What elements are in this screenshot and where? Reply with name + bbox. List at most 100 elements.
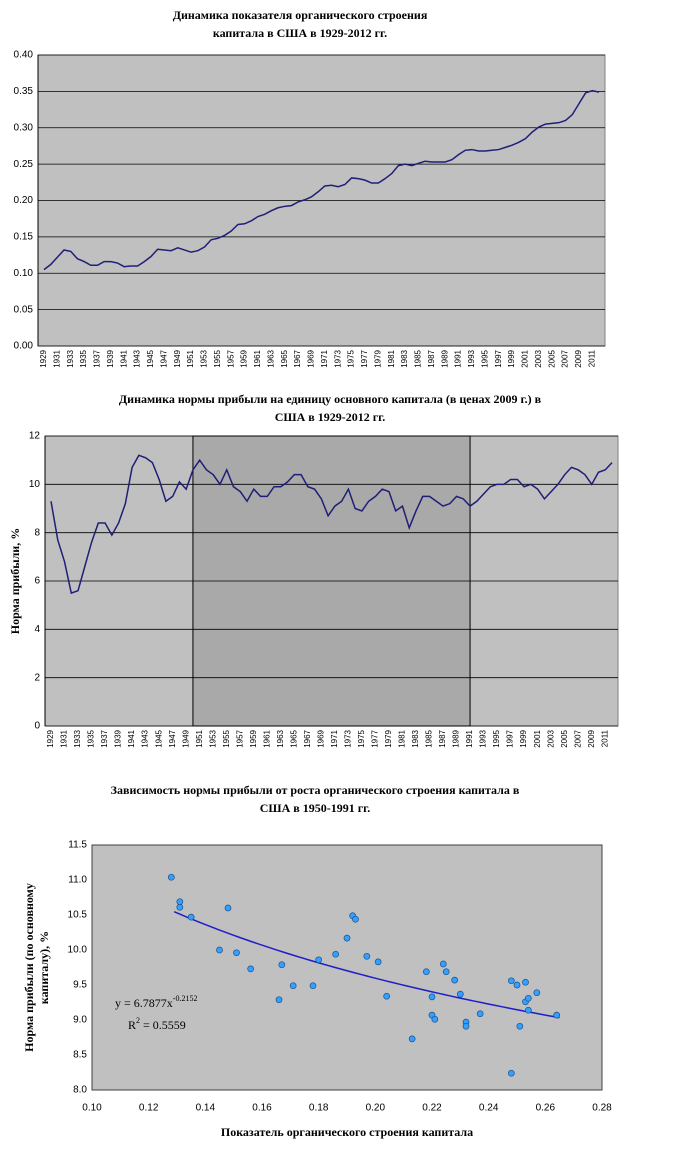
- trendline: [173, 911, 560, 1019]
- plot-area: [91, 844, 603, 1091]
- y-tick-label: 8.0: [73, 1085, 87, 1096]
- y-tick-label: 10: [29, 479, 41, 490]
- x-tick-label: 1997: [494, 349, 503, 367]
- scatter-point: [374, 958, 382, 966]
- y-tick-label: 8.5: [73, 1050, 87, 1061]
- y-tick-label: 11.0: [68, 875, 87, 886]
- y-axis-label: Норма прибыли (по основному: [22, 883, 36, 1052]
- y-tick-label: 9.0: [73, 1015, 87, 1026]
- x-tick-label: 0.20: [366, 1103, 386, 1114]
- x-tick-label: 1943: [133, 349, 142, 367]
- x-tick-label: 1935: [79, 349, 88, 367]
- x-tick-label: 1977: [371, 729, 380, 747]
- x-tick-label: 1933: [66, 349, 75, 367]
- r-squared: R2 = 0.5559: [128, 1016, 186, 1032]
- x-tick-label: 2005: [560, 729, 569, 747]
- x-tick-label: 1939: [106, 349, 115, 367]
- x-tick-label: 1965: [280, 349, 289, 367]
- r-squared-label: R: [128, 1018, 136, 1032]
- scatter-point: [383, 992, 391, 1000]
- scatter-point: [247, 965, 255, 973]
- y-tick-label: 10.0: [68, 945, 88, 956]
- x-tick-label: 1981: [387, 349, 396, 367]
- scatter-point: [553, 1011, 561, 1019]
- x-tick-label: 2003: [546, 729, 555, 747]
- x-tick-label: 1967: [303, 729, 312, 747]
- x-tick-label: 0.28: [592, 1103, 612, 1114]
- chart-title: Динамика показателя органического строен…: [173, 8, 428, 22]
- scatter-point: [507, 977, 515, 985]
- scatter-point: [439, 960, 447, 968]
- x-tick-label: 1959: [240, 349, 249, 367]
- scatter-point: [176, 898, 184, 906]
- scatter-point: [516, 1022, 524, 1030]
- x-tick-label: 1989: [440, 349, 449, 367]
- x-tick-label: 2005: [547, 349, 556, 367]
- equation: y = 6.7877x-0.2152: [115, 994, 197, 1010]
- x-tick-label: 1957: [235, 729, 244, 747]
- x-tick-label: 0.10: [82, 1103, 102, 1114]
- y-axis-label: капиталу), %: [37, 931, 51, 1004]
- x-tick-label: 1975: [347, 349, 356, 367]
- x-tick-label: 1929: [39, 349, 48, 367]
- x-tick-label: 1931: [60, 729, 69, 747]
- scatter-point: [343, 934, 351, 942]
- scatter-point: [216, 946, 223, 954]
- scatter-point: [442, 968, 450, 976]
- y-tick-label: 10.5: [68, 910, 88, 921]
- y-tick-label: 0.05: [14, 304, 34, 315]
- x-tick-label: 1971: [320, 349, 329, 367]
- y-tick-label: 0.40: [14, 50, 34, 61]
- y-tick-label: 6: [34, 576, 40, 587]
- x-tick-label: 1961: [253, 349, 262, 367]
- x-tick-label: 1955: [213, 349, 222, 367]
- y-tick-label: 0: [34, 721, 40, 732]
- x-tick-label: 2007: [561, 349, 570, 367]
- scatter-point: [408, 1035, 416, 1043]
- x-tick-label: 1983: [400, 349, 409, 367]
- scatter-point: [507, 1069, 515, 1077]
- y-tick-label: 0.15: [14, 232, 34, 243]
- x-tick-label: 1993: [467, 349, 476, 367]
- x-tick-label: 1935: [87, 729, 96, 747]
- x-tick-label: 2009: [574, 349, 583, 367]
- x-tick-label: 1931: [52, 349, 61, 367]
- x-tick-label: 1989: [452, 729, 461, 747]
- r-squared-sup: 2: [136, 1016, 140, 1025]
- x-tick-label: 0.12: [139, 1103, 159, 1114]
- chart-title: США в 1950-1991 гг.: [260, 801, 371, 815]
- scatter-point: [224, 904, 232, 912]
- x-tick-label: 1965: [289, 729, 298, 747]
- chart-title: Динамика нормы прибыли на единицу основн…: [119, 392, 542, 406]
- x-tick-label: 1941: [127, 729, 136, 747]
- scatter-point: [524, 994, 532, 1002]
- scatter-point: [363, 952, 371, 960]
- x-tick-label: 1953: [200, 349, 209, 367]
- x-tick-label: 0.16: [252, 1103, 272, 1114]
- scatter-point: [176, 903, 184, 911]
- x-axis-label: Показатель органического строения капита…: [221, 1125, 473, 1139]
- line-series: [50, 454, 613, 595]
- x-tick-label: 0.26: [536, 1103, 556, 1114]
- x-tick-label: 1963: [276, 729, 285, 747]
- x-tick-label: 1995: [492, 729, 501, 747]
- scatter-point: [275, 996, 283, 1004]
- y-tick-label: 0.30: [14, 122, 34, 133]
- scatter-point: [352, 915, 359, 923]
- x-tick-label: 1937: [93, 349, 102, 367]
- x-tick-label: 1985: [425, 729, 434, 747]
- x-tick-label: 1979: [384, 729, 393, 747]
- x-tick-label: 1997: [506, 729, 515, 747]
- x-tick-label: 1947: [159, 349, 168, 367]
- y-tick-label: 4: [34, 624, 40, 635]
- x-tick-label: 1929: [46, 729, 55, 747]
- x-tick-label: 1949: [173, 349, 182, 367]
- x-tick-label: 1991: [454, 349, 463, 367]
- scatter-point: [462, 1022, 470, 1030]
- y-tick-label: 0.20: [14, 195, 34, 206]
- y-tick-label: 0.35: [14, 86, 34, 97]
- equation-text: y = 6.7877x: [115, 996, 173, 1010]
- scatter-point: [522, 978, 529, 986]
- x-tick-label: 1967: [293, 349, 302, 367]
